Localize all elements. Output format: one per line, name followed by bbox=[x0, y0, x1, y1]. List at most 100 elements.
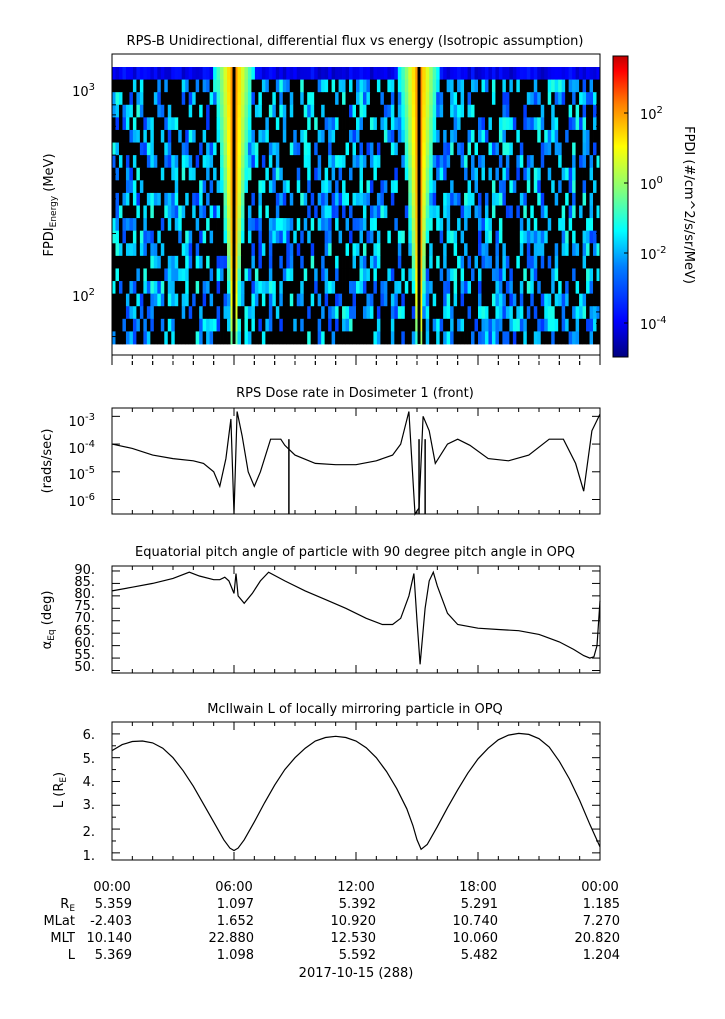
heatmap-cell bbox=[296, 218, 301, 232]
heatmap-cell bbox=[192, 318, 197, 332]
heatmap-cell bbox=[206, 155, 210, 169]
heatmap-cell bbox=[254, 230, 259, 244]
heatmap-cell bbox=[352, 281, 357, 295]
heatmap-cell bbox=[509, 155, 514, 169]
heatmap-cell bbox=[331, 306, 336, 320]
heatmap-cell bbox=[220, 268, 224, 282]
heatmap-cell bbox=[247, 293, 252, 307]
heatmap-cell bbox=[240, 129, 245, 143]
heatmap-cell bbox=[460, 192, 465, 206]
heatmap-cell bbox=[436, 129, 441, 143]
heatmap-cell bbox=[561, 281, 566, 295]
heatmap-cell bbox=[314, 268, 319, 282]
heatmap-cell bbox=[523, 293, 528, 307]
heatmap-cell bbox=[450, 142, 454, 156]
heatmap-cell bbox=[230, 306, 235, 320]
heatmap-cell bbox=[491, 142, 496, 156]
heatmap-cell bbox=[547, 218, 552, 232]
heatmap-cell bbox=[129, 142, 134, 156]
heatmap-cell bbox=[484, 92, 489, 106]
heatmap-cell bbox=[484, 230, 489, 244]
heatmap-cell bbox=[474, 293, 479, 307]
heatmap-cell bbox=[478, 230, 482, 244]
heatmap-cell bbox=[484, 293, 489, 307]
xtick-label-3: 18:00 bbox=[459, 880, 496, 895]
heatmap-cell bbox=[258, 167, 263, 181]
heatmap-cell bbox=[132, 331, 137, 345]
heatmap-cell bbox=[498, 218, 503, 232]
heatmap-cell bbox=[342, 218, 346, 232]
heatmap-cell bbox=[335, 205, 339, 219]
heatmap-cell bbox=[188, 205, 193, 219]
heatmap-cell bbox=[153, 306, 158, 320]
heatmap-cell bbox=[244, 67, 249, 80]
heatmap-cell bbox=[160, 243, 165, 257]
heatmap-cell bbox=[122, 331, 127, 345]
heatmap-cell bbox=[380, 230, 385, 244]
heatmap-cell bbox=[443, 205, 448, 219]
heatmap-cell bbox=[526, 192, 531, 206]
heatmap-cell bbox=[491, 192, 496, 206]
heatmap-cell bbox=[450, 104, 454, 118]
heatmap-cell bbox=[512, 318, 517, 332]
heatmap-cell bbox=[530, 293, 535, 307]
heatmap-cell bbox=[498, 192, 503, 206]
heatmap-cell bbox=[293, 205, 298, 219]
heatmap-cell bbox=[345, 281, 350, 295]
heatmap-cell bbox=[324, 205, 329, 219]
heatmap-cell bbox=[223, 155, 228, 169]
heatmap-cell bbox=[478, 293, 482, 307]
heatmap-cell bbox=[467, 104, 472, 118]
heatmap-cell bbox=[572, 255, 576, 269]
heatmap-cell bbox=[254, 306, 259, 320]
heatmap-cell bbox=[279, 218, 284, 232]
heatmap-cell bbox=[453, 243, 458, 257]
heatmap-cell bbox=[331, 192, 336, 206]
heatmap-cell bbox=[373, 218, 378, 232]
heatmap-cell bbox=[443, 293, 448, 307]
heatmap-cell bbox=[153, 117, 158, 131]
heatmap-cell bbox=[167, 268, 172, 282]
heatmap-cell bbox=[234, 281, 238, 295]
heatmap-cell bbox=[139, 268, 144, 282]
heatmap-cell bbox=[397, 306, 402, 320]
heatmap-cell bbox=[171, 306, 176, 320]
heatmap-cell bbox=[596, 129, 601, 143]
heatmap-cell bbox=[230, 92, 235, 106]
heatmap-cell bbox=[220, 255, 224, 269]
heatmap-cell bbox=[171, 104, 176, 118]
heatmap-cell bbox=[223, 67, 228, 80]
heatmap-cell bbox=[457, 104, 461, 118]
spectrogram-ylabel: FPDIEnergy (MeV) bbox=[42, 153, 59, 256]
heatmap-cell bbox=[561, 205, 566, 219]
heatmap-cell bbox=[478, 281, 482, 295]
heatmap-cell bbox=[523, 230, 528, 244]
heatmap-cell bbox=[268, 79, 273, 93]
heatmap-cell bbox=[460, 67, 465, 80]
heatmap-cell bbox=[383, 255, 388, 269]
heatmap-cell bbox=[125, 117, 130, 131]
pitch-ylabel: αEq (deg) bbox=[40, 591, 57, 650]
heatmap-cell bbox=[261, 117, 266, 131]
heatmap-cell bbox=[498, 331, 503, 345]
heatmap-cell bbox=[265, 318, 270, 332]
heatmap-cell bbox=[244, 79, 249, 93]
heatmap-cell bbox=[216, 255, 221, 269]
heatmap-cell bbox=[230, 129, 235, 143]
heatmap-cell bbox=[150, 79, 155, 93]
heatmap-cell bbox=[202, 192, 207, 206]
heatmap-cell bbox=[554, 142, 559, 156]
heatmap-cell bbox=[540, 67, 545, 80]
heatmap-cell bbox=[296, 306, 301, 320]
heatmap-cell bbox=[338, 218, 343, 232]
heatmap-cell bbox=[565, 129, 570, 143]
heatmap-cell bbox=[359, 268, 364, 282]
heatmap-cell bbox=[512, 192, 517, 206]
heatmap-cell bbox=[547, 205, 552, 219]
heatmap-cell bbox=[540, 142, 545, 156]
heatmap-cell bbox=[387, 293, 392, 307]
heatmap-cell bbox=[387, 205, 392, 219]
heatmap-cell bbox=[390, 155, 395, 169]
heatmap-cell bbox=[460, 129, 465, 143]
heatmap-cell bbox=[174, 243, 179, 257]
